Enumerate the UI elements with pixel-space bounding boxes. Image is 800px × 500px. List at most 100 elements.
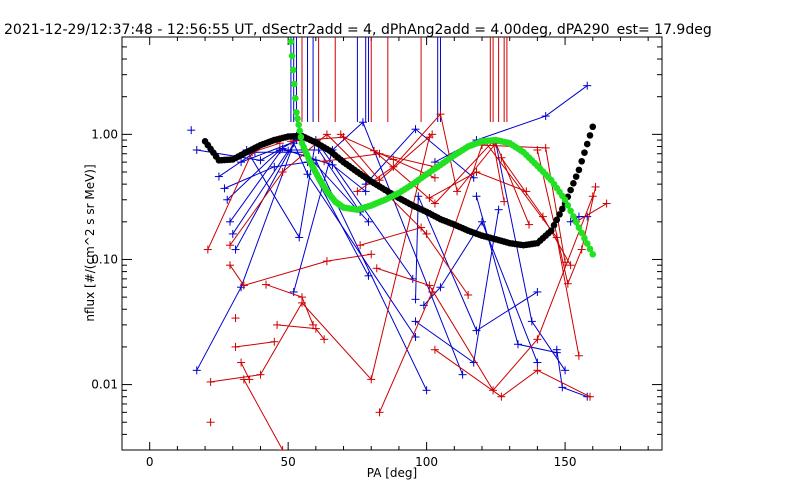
- data-point: [428, 130, 437, 139]
- fit-curve-dot: [288, 52, 296, 60]
- series-line: [556, 349, 588, 398]
- data-point: [453, 187, 462, 196]
- fit-curve-dot: [556, 211, 563, 218]
- x-axis-label: PA [deg]: [367, 466, 417, 480]
- data-point: [239, 281, 248, 290]
- data-point: [602, 199, 611, 208]
- data-point: [270, 337, 279, 346]
- data-point: [574, 351, 583, 360]
- data-point: [533, 366, 542, 375]
- data-point: [494, 205, 503, 214]
- chart-title: 2021-12-29/12:37:48 - 12:56:55 UT, dSect…: [4, 22, 712, 38]
- series-line: [243, 379, 284, 450]
- data-point: [541, 143, 550, 152]
- data-point: [591, 182, 600, 191]
- data-point: [428, 287, 437, 296]
- series-line: [240, 362, 250, 380]
- data-point: [436, 283, 445, 292]
- data-point: [411, 125, 420, 134]
- data-point: [436, 110, 445, 119]
- series-line: [434, 349, 591, 398]
- data-point: [558, 383, 567, 392]
- fit-curve-dot: [583, 140, 591, 148]
- data-point: [361, 187, 370, 196]
- series-line: [196, 135, 297, 371]
- data-point: [214, 172, 223, 181]
- data-point: [367, 375, 376, 384]
- data-point: [273, 320, 282, 329]
- data-point: [237, 158, 246, 167]
- data-point: [353, 187, 362, 196]
- data-point: [458, 370, 467, 379]
- data-point: [278, 446, 287, 450]
- series-line: [229, 253, 372, 287]
- fit-curve-dot: [295, 121, 302, 128]
- data-point: [223, 195, 232, 204]
- data-point: [430, 173, 439, 182]
- fit-curve-dot: [289, 66, 297, 74]
- data-point: [220, 184, 229, 193]
- plot-area: [187, 37, 611, 450]
- data-point: [533, 335, 542, 344]
- data-point: [295, 233, 304, 242]
- data-point: [500, 197, 509, 206]
- data-point: [422, 229, 431, 238]
- fit-curve-dot: [570, 180, 577, 187]
- data-point: [358, 118, 367, 127]
- data-point: [192, 145, 201, 154]
- data-point: [566, 261, 575, 270]
- data-point: [472, 168, 481, 177]
- series-line: [575, 203, 607, 223]
- data-point: [192, 366, 201, 375]
- series-line: [290, 136, 436, 179]
- data-point: [389, 162, 398, 171]
- fit-curve-dot: [547, 227, 555, 234]
- data-point: [228, 229, 237, 238]
- data-point: [375, 408, 384, 417]
- fit-curve-dot: [572, 218, 580, 226]
- x-axis: 0 50 100 150: [121, 37, 649, 469]
- data-point: [256, 156, 265, 165]
- data-point: [322, 257, 331, 266]
- data-point: [522, 187, 531, 196]
- fit-curve-dot: [589, 250, 597, 258]
- data-point: [262, 280, 270, 289]
- data-point: [203, 245, 212, 254]
- data-point: [563, 279, 572, 288]
- data-point: [226, 217, 234, 226]
- data-point: [320, 335, 329, 344]
- fit-curve-dot: [578, 157, 585, 165]
- data-point: [239, 375, 248, 384]
- fit-curve-dot: [589, 123, 597, 131]
- y-tick-label: 0.10: [91, 252, 118, 266]
- data-point: [425, 193, 434, 202]
- fit-curve-dot: [297, 133, 305, 141]
- fit-curve-dot: [553, 216, 561, 224]
- series-line: [224, 161, 369, 277]
- x-tick-label: 0: [146, 455, 154, 469]
- data-point: [278, 168, 287, 177]
- data-point: [561, 258, 570, 267]
- data-point: [256, 370, 265, 379]
- y-axis-label: nflux [#/(cm^2 s sr MeV)]: [83, 164, 97, 321]
- data-point: [226, 241, 234, 250]
- series-line: [415, 196, 538, 332]
- fit-curve-dot: [294, 115, 301, 122]
- x-tick-label: 150: [554, 455, 577, 469]
- fit-curve-dot: [575, 224, 583, 231]
- fit-curve-dot: [567, 186, 574, 194]
- data-point: [417, 223, 426, 232]
- fit-curve-dot: [567, 207, 574, 215]
- fit-curve-dot: [561, 196, 569, 204]
- fit-curve-dot: [287, 38, 295, 46]
- data-point: [586, 392, 594, 401]
- data-point: [226, 261, 234, 270]
- y-tick-label: 0.01: [91, 378, 118, 392]
- fit-curve-dot: [578, 229, 585, 237]
- data-point: [552, 345, 561, 354]
- series-line: [235, 341, 275, 348]
- data-point: [367, 250, 376, 259]
- data-point: [478, 217, 486, 226]
- fit-curve-dot: [586, 245, 594, 253]
